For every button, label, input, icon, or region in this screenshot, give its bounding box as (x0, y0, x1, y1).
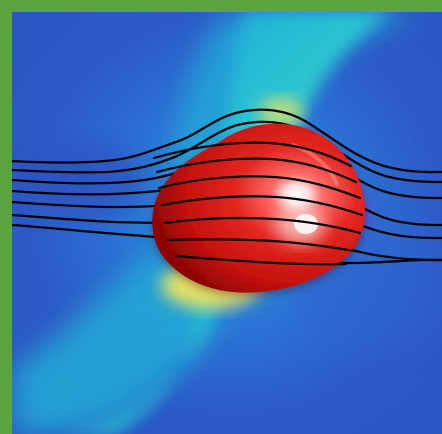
droplet-specular-core (294, 214, 318, 234)
flow-visualization (12, 12, 442, 434)
droplet-streamlines (152, 141, 364, 266)
simulation-render (12, 12, 442, 434)
